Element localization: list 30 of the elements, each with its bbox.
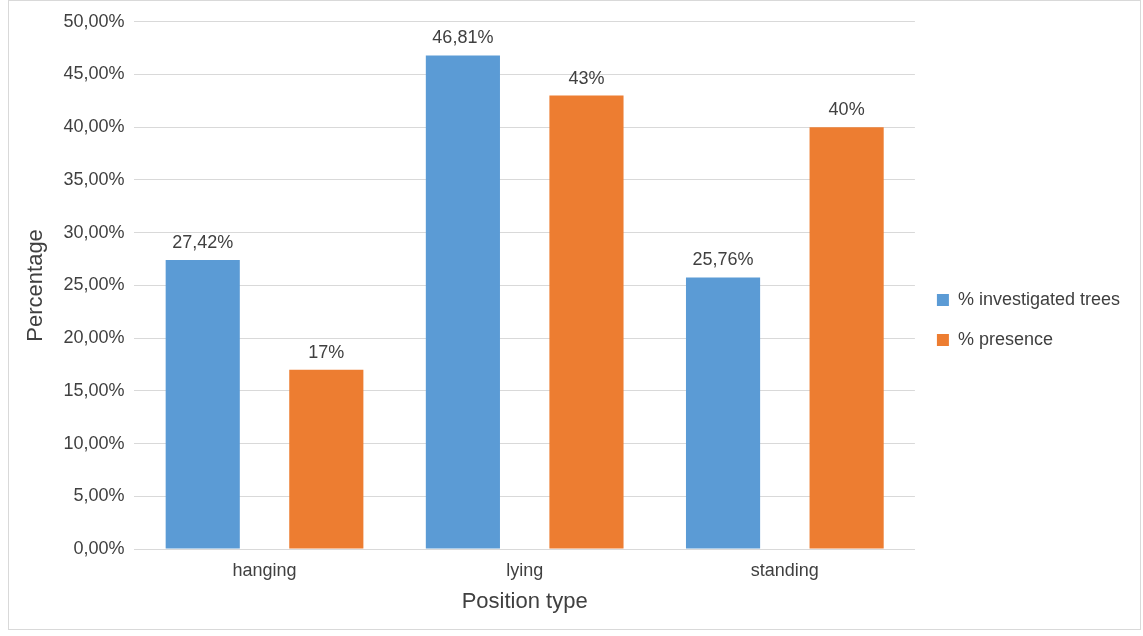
y-tick-label: 20,00% xyxy=(63,327,125,348)
bar xyxy=(289,369,364,549)
y-tick-label: 45,00% xyxy=(63,63,125,84)
data-label: 40% xyxy=(828,99,865,120)
y-tick-label: 5,00% xyxy=(73,485,125,506)
y-tick-label: 30,00% xyxy=(63,221,125,242)
y-tick-label: 10,00% xyxy=(63,432,125,453)
x-axis-title: Position type xyxy=(461,587,588,613)
y-tick-label: 0,00% xyxy=(73,537,125,558)
y-tick-label: 35,00% xyxy=(63,168,125,189)
data-label: 27,42% xyxy=(172,231,234,252)
bar xyxy=(685,277,761,549)
y-tick-label: 15,00% xyxy=(63,379,125,400)
data-label: 17% xyxy=(308,341,345,362)
bar xyxy=(425,55,500,549)
data-label: 46,81% xyxy=(432,27,494,48)
y-tick-label: 50,00% xyxy=(63,10,125,31)
x-tick-label: lying xyxy=(506,559,544,580)
x-tick-label: standing xyxy=(750,559,819,580)
bar xyxy=(165,259,240,549)
bar xyxy=(549,95,624,549)
data-label: 25,76% xyxy=(692,249,754,270)
y-axis-title: Percentage xyxy=(22,229,48,342)
x-tick-label: hanging xyxy=(232,559,297,580)
y-tick-label: 25,00% xyxy=(63,274,125,295)
data-label: 43% xyxy=(568,67,605,88)
bar xyxy=(809,127,884,549)
y-tick-label: 40,00% xyxy=(63,116,125,137)
legend-label: % investigated trees xyxy=(957,288,1121,309)
legend-label: % presence xyxy=(957,328,1053,349)
